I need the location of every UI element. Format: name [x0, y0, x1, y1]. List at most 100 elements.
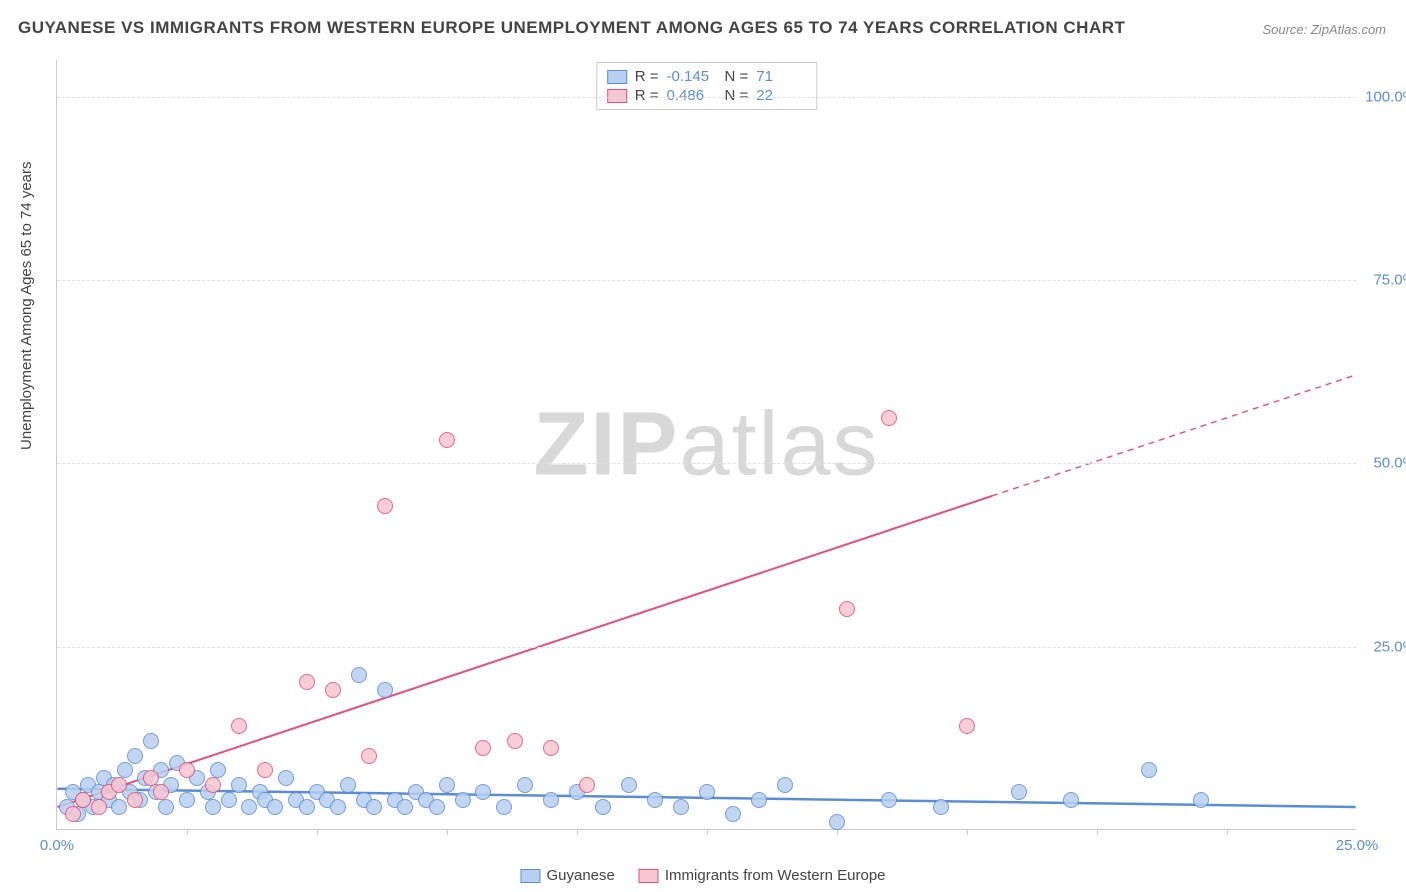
- data-point: [143, 733, 159, 749]
- stats-legend: R = -0.145 N = 71 R = 0.486 N = 22: [596, 62, 818, 110]
- x-tick-label: 0.0%: [40, 837, 74, 854]
- data-point: [179, 792, 195, 808]
- data-point: [117, 762, 133, 778]
- data-point: [455, 792, 471, 808]
- data-point: [127, 792, 143, 808]
- data-point: [127, 748, 143, 764]
- data-point: [205, 799, 221, 815]
- data-point: [299, 799, 315, 815]
- data-point: [1063, 792, 1079, 808]
- gridline: [57, 647, 1356, 648]
- data-point: [91, 799, 107, 815]
- data-point: [377, 682, 393, 698]
- data-point: [621, 777, 637, 793]
- x-tick-mark: [707, 829, 708, 835]
- data-point: [1011, 784, 1027, 800]
- data-point: [111, 799, 127, 815]
- series-legend: Guyanese Immigrants from Western Europe: [520, 867, 885, 884]
- y-tick-label: 25.0%: [1361, 638, 1406, 655]
- legend-swatch-1: [607, 89, 627, 103]
- gridline: [57, 97, 1356, 98]
- x-tick-mark: [577, 829, 578, 835]
- x-tick-mark: [837, 829, 838, 835]
- data-point: [595, 799, 611, 815]
- gridline: [57, 463, 1356, 464]
- legend-label-0: Guyanese: [546, 867, 614, 884]
- n-label: N =: [725, 68, 749, 85]
- r-label: R =: [635, 68, 659, 85]
- data-point: [881, 792, 897, 808]
- r-value-0: -0.145: [667, 68, 717, 85]
- data-point: [475, 740, 491, 756]
- x-tick-mark: [317, 829, 318, 835]
- data-point: [299, 674, 315, 690]
- legend-label-1: Immigrants from Western Europe: [665, 867, 886, 884]
- data-point: [241, 799, 257, 815]
- data-point: [210, 762, 226, 778]
- x-tick-mark: [1227, 829, 1228, 835]
- data-point: [1141, 762, 1157, 778]
- r-label: R =: [635, 87, 659, 104]
- legend-item-1: Immigrants from Western Europe: [639, 867, 886, 884]
- scatter-plot: ZIPatlas R = -0.145 N = 71 R = 0.486 N =…: [56, 60, 1356, 830]
- data-point: [839, 601, 855, 617]
- data-point: [829, 814, 845, 830]
- data-point: [267, 799, 283, 815]
- legend-swatch-0: [607, 70, 627, 84]
- legend-swatch-bottom-0: [520, 869, 540, 883]
- x-tick-mark: [447, 829, 448, 835]
- r-value-1: 0.486: [667, 87, 717, 104]
- gridline: [57, 280, 1356, 281]
- data-point: [377, 498, 393, 514]
- data-point: [543, 740, 559, 756]
- data-point: [111, 777, 127, 793]
- data-point: [325, 682, 341, 698]
- stats-row-1: R = 0.486 N = 22: [607, 86, 807, 105]
- y-tick-label: 50.0%: [1361, 455, 1406, 472]
- data-point: [65, 806, 81, 822]
- legend-swatch-bottom-1: [639, 869, 659, 883]
- x-tick-mark: [967, 829, 968, 835]
- x-tick-mark: [1097, 829, 1098, 835]
- n-label: N =: [725, 87, 749, 104]
- data-point: [231, 718, 247, 734]
- data-point: [205, 777, 221, 793]
- data-point: [579, 777, 595, 793]
- data-point: [647, 792, 663, 808]
- data-point: [725, 806, 741, 822]
- data-point: [257, 762, 273, 778]
- data-point: [397, 799, 413, 815]
- data-point: [439, 432, 455, 448]
- data-point: [158, 799, 174, 815]
- data-point: [777, 777, 793, 793]
- data-point: [507, 733, 523, 749]
- data-point: [179, 762, 195, 778]
- data-point: [517, 777, 533, 793]
- y-tick-label: 75.0%: [1361, 272, 1406, 289]
- trend-line-solid: [57, 496, 992, 807]
- data-point: [439, 777, 455, 793]
- data-point: [933, 799, 949, 815]
- data-point: [231, 777, 247, 793]
- n-value-0: 71: [756, 68, 806, 85]
- data-point: [75, 792, 91, 808]
- trend-lines-layer: [57, 60, 1356, 829]
- data-point: [475, 784, 491, 800]
- data-point: [1193, 792, 1209, 808]
- source-attribution: Source: ZipAtlas.com: [1262, 22, 1386, 37]
- y-tick-label: 100.0%: [1361, 88, 1406, 105]
- x-tick-mark: [187, 829, 188, 835]
- legend-item-0: Guyanese: [520, 867, 614, 884]
- data-point: [340, 777, 356, 793]
- data-point: [143, 770, 159, 786]
- data-point: [543, 792, 559, 808]
- data-point: [351, 667, 367, 683]
- data-point: [673, 799, 689, 815]
- chart-title: GUYANESE VS IMMIGRANTS FROM WESTERN EURO…: [18, 18, 1125, 38]
- data-point: [278, 770, 294, 786]
- n-value-1: 22: [756, 87, 806, 104]
- trend-line-dashed: [992, 375, 1356, 496]
- data-point: [221, 792, 237, 808]
- data-point: [699, 784, 715, 800]
- data-point: [330, 799, 346, 815]
